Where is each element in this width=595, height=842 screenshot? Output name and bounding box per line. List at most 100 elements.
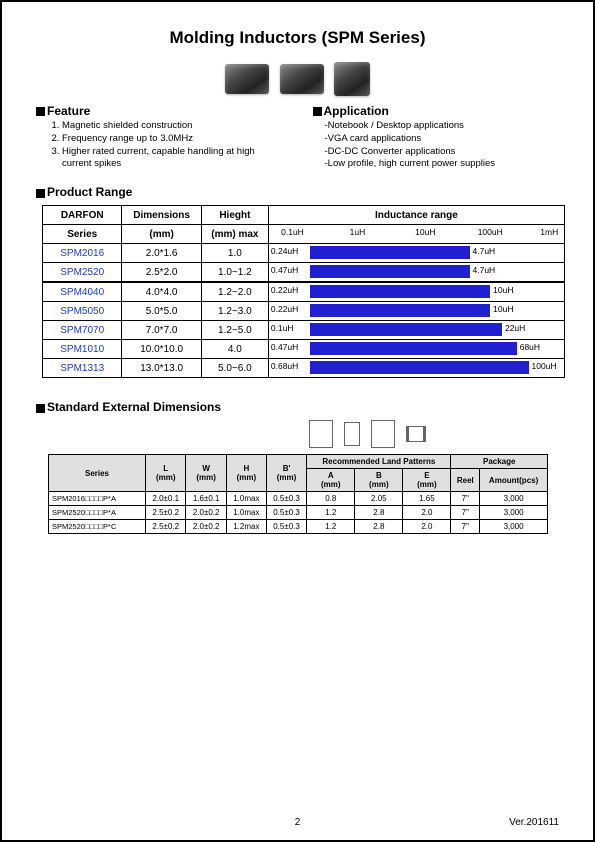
cell-bar: 0.68uH 100uH xyxy=(268,359,564,378)
range-row: SPM25202.5*2.01.0~1.20.47uH 4.7uH xyxy=(43,263,565,283)
application-item: -Notebook / Desktop applications xyxy=(325,120,560,133)
cell-L: 2.0±0.1 xyxy=(146,492,186,506)
tick-label: 100uH xyxy=(478,227,503,237)
inductor-image xyxy=(225,64,269,94)
dim-col-land: Recommended Land Patterns xyxy=(307,455,451,469)
cell-bar: 0.47uH 4.7uH xyxy=(268,263,564,283)
cell-series: SPM2016 xyxy=(43,244,122,263)
dim-col-A: A(mm) xyxy=(307,469,355,492)
cell-B: 0.5±0.3 xyxy=(266,492,306,506)
cell-E: 2.0 xyxy=(403,506,451,520)
dim-col-E: E(mm) xyxy=(403,469,451,492)
cell-W: 2.0±0.2 xyxy=(186,506,226,520)
bar-max-label: 22uH xyxy=(505,323,525,333)
cell-series: SPM5050 xyxy=(43,302,122,321)
cell-bar: 0.22uH10uH xyxy=(268,302,564,321)
cell-series: SPM2520 xyxy=(43,263,122,283)
tick-label: 1uH xyxy=(350,227,366,237)
cell-height: 5.0~6.0 xyxy=(201,359,268,378)
cell-series: SPM2520□□□□P*C xyxy=(49,520,146,534)
cell-L: 2.5±0.2 xyxy=(146,506,186,520)
cell-series: SPM1010 xyxy=(43,340,122,359)
product-range-table: DARFON Dimensions Hieght Inductance rang… xyxy=(42,205,565,378)
application-section: Application -Notebook / Desktop applicat… xyxy=(313,104,560,171)
bar-max-label: 4.7uH xyxy=(473,246,496,256)
bar-max-label: 68uH xyxy=(520,342,540,352)
cell-height: 1.2~5.0 xyxy=(201,321,268,340)
cell-W: 2.0±0.2 xyxy=(186,520,226,534)
cell-Bm: 2.8 xyxy=(355,520,403,534)
cell-bar: 0.1uH22uH xyxy=(268,321,564,340)
cell-series: SPM7070 xyxy=(43,321,122,340)
inductor-image xyxy=(334,62,370,96)
dim-row: SPM2520□□□□P*A2.5±0.22.0±0.21.0max0.5±0.… xyxy=(49,506,548,520)
cell-series: SPM4040 xyxy=(43,282,122,302)
dim-col-reel: Reel xyxy=(451,469,480,492)
cell-height: 1.0~1.2 xyxy=(201,263,268,283)
cell-dim: 5.0*5.0 xyxy=(122,302,201,321)
col-dim-unit: (mm) xyxy=(122,225,201,244)
bar-max-label: 100uH xyxy=(532,361,557,371)
inductor-image xyxy=(280,64,324,94)
cell-A: 1.2 xyxy=(307,520,355,534)
cell-E: 2.0 xyxy=(403,520,451,534)
cell-height: 1.0 xyxy=(201,244,268,263)
product-range-heading: Product Range xyxy=(47,185,132,199)
cell-dim: 10.0*10.0 xyxy=(122,340,201,359)
dim-col-pkg: Package xyxy=(451,455,548,469)
cell-B: 0.5±0.3 xyxy=(266,506,306,520)
cell-height: 4.0 xyxy=(201,340,268,359)
cell-series: SPM1313 xyxy=(43,359,122,378)
page-number: 2 xyxy=(2,817,593,828)
bar-max-label: 10uH xyxy=(493,285,513,295)
cell-A: 1.2 xyxy=(307,506,355,520)
cell-amount: 3,000 xyxy=(480,520,548,534)
tick-label: 0.1uH xyxy=(281,227,304,237)
application-item: -VGA card applications xyxy=(325,133,560,146)
cell-amount: 3,000 xyxy=(480,492,548,506)
cell-H: 1.0max xyxy=(226,492,266,506)
cell-reel: 7" xyxy=(451,492,480,506)
range-row: SPM101010.0*10.04.00.47uH 68uH xyxy=(43,340,565,359)
feature-item: Magnetic shielded construction xyxy=(62,120,283,133)
cell-reel: 7" xyxy=(451,520,480,534)
bar-min-label: 0.47uH xyxy=(271,342,298,352)
footer: 2 Ver.201611 xyxy=(2,817,593,828)
col-h-unit: (mm) max xyxy=(201,225,268,244)
cell-B: 0.5±0.3 xyxy=(266,520,306,534)
cell-dim: 4.0*4.0 xyxy=(122,282,201,302)
cell-dim: 2.0*1.6 xyxy=(122,244,201,263)
range-row: SPM50505.0*5.01.2~3.00.22uH10uH xyxy=(43,302,565,321)
cell-A: 0.8 xyxy=(307,492,355,506)
dim-col-H: H(mm) xyxy=(226,455,266,492)
col-h: Hieght xyxy=(201,206,268,225)
bar-min-label: 0.22uH xyxy=(271,285,298,295)
cell-dim: 2.5*2.0 xyxy=(122,263,201,283)
cell-H: 1.0max xyxy=(226,506,266,520)
bar-min-label: 0.68uH xyxy=(271,361,298,371)
dim-col-B: B'(mm) xyxy=(266,455,306,492)
cell-dim: 7.0*7.0 xyxy=(122,321,201,340)
dimensions-table: Series L(mm) W(mm) H(mm) B'(mm) Recommen… xyxy=(48,454,548,534)
cell-height: 1.2~2.0 xyxy=(201,282,268,302)
cell-height: 1.2~3.0 xyxy=(201,302,268,321)
feature-item: Frequency range up to 3.0MHz xyxy=(62,133,283,146)
application-item: -DC-DC Converter applications xyxy=(325,146,560,159)
dim-col-L: L(mm) xyxy=(146,455,186,492)
range-row: SPM131313.0*13.05.0~6.00.68uH100uH xyxy=(43,359,565,378)
cell-amount: 3,000 xyxy=(480,506,548,520)
cell-Bm: 2.05 xyxy=(355,492,403,506)
tick-label: 1mH xyxy=(540,227,558,237)
col-ind: Inductance range xyxy=(268,206,564,225)
dim-col-W: W(mm) xyxy=(186,455,226,492)
col-series-unit: Series xyxy=(43,225,122,244)
bar-min-label: 0.47uH xyxy=(271,265,298,275)
dimension-diagram xyxy=(176,420,559,448)
col-dim: Dimensions xyxy=(122,206,201,225)
bar-max-label: 10uH xyxy=(493,304,513,314)
dim-col-series: Series xyxy=(49,455,146,492)
cell-bar: 0.22uH 10uH xyxy=(268,282,564,302)
bar-min-label: 0.24uH xyxy=(271,246,298,256)
bar-max-label: 4.7uH xyxy=(473,265,496,275)
tick-label: 10uH xyxy=(415,227,435,237)
